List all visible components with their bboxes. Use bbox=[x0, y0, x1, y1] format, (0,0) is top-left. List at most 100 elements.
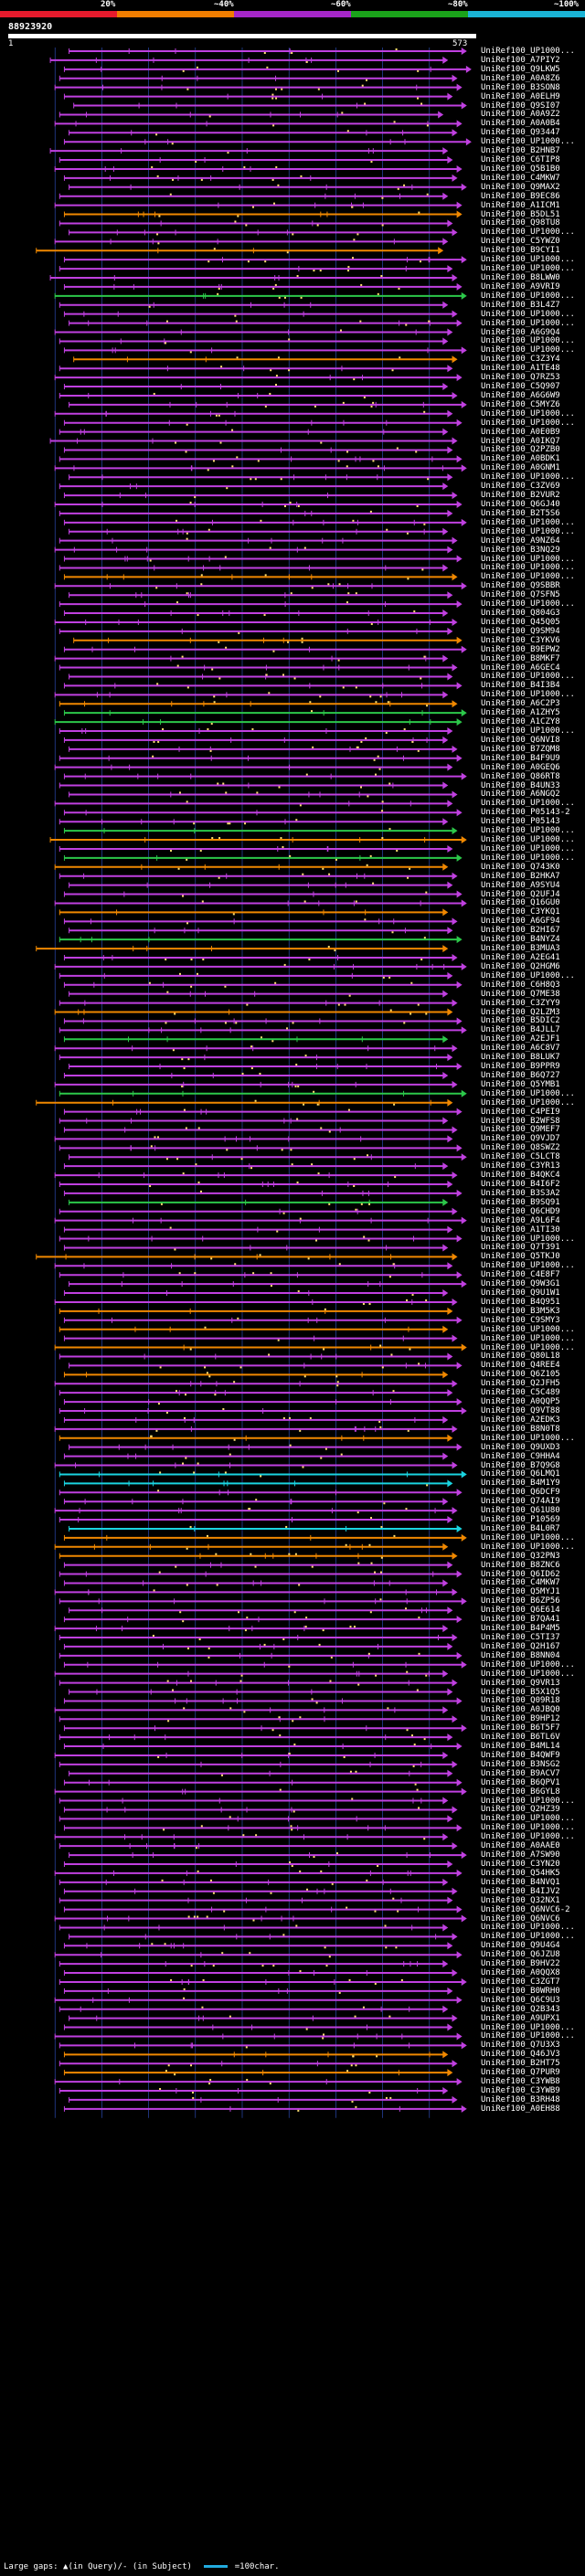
hit-row[interactable] bbox=[63, 1860, 453, 1868]
hit-label[interactable]: UniRef100_A2EG41 bbox=[481, 953, 560, 962]
hit-row[interactable] bbox=[54, 800, 453, 808]
hit-label[interactable]: UniRef100_Q9MAX2 bbox=[481, 182, 560, 192]
hit-row[interactable] bbox=[63, 1942, 453, 1950]
hit-label[interactable]: UniRef100_Q8SWZ2 bbox=[481, 1143, 560, 1153]
hit-row[interactable] bbox=[54, 1343, 467, 1352]
hit-label[interactable]: UniRef100_A0BDK1 bbox=[481, 454, 560, 464]
hit-row[interactable] bbox=[63, 555, 463, 563]
hit-row[interactable] bbox=[63, 1162, 449, 1171]
hit-label[interactable]: UniRef100_C3YR13 bbox=[481, 1161, 560, 1171]
hit-row[interactable] bbox=[54, 2078, 463, 2086]
hit-label[interactable]: UniRef100_Q7ME38 bbox=[481, 989, 560, 999]
hit-row[interactable] bbox=[58, 1307, 453, 1315]
hit-row[interactable] bbox=[49, 56, 449, 64]
hit-row[interactable] bbox=[58, 111, 444, 119]
hit-label[interactable]: UniRef100_Q9SM94 bbox=[481, 626, 560, 636]
hit-label[interactable]: UniRef100_B6QPV1 bbox=[481, 1777, 560, 1787]
hit-label[interactable]: UniRef100_A0A8Z6 bbox=[481, 73, 560, 83]
hit-label[interactable]: UniRef100_A0E0B9 bbox=[481, 427, 560, 437]
hit-label[interactable]: UniRef100_UP1000... bbox=[481, 1433, 575, 1443]
hit-row[interactable] bbox=[69, 473, 453, 482]
hit-row[interactable] bbox=[63, 573, 458, 581]
hit-label[interactable]: UniRef100_A6NGQ2 bbox=[481, 790, 560, 800]
hit-row[interactable] bbox=[54, 1833, 449, 1841]
hit-label[interactable]: UniRef100_UP1000... bbox=[481, 799, 575, 809]
hit-row[interactable] bbox=[63, 1824, 463, 1832]
hit-label[interactable]: UniRef100_A0A9Z2 bbox=[481, 110, 560, 120]
hit-label[interactable]: UniRef100_A6GF94 bbox=[481, 917, 560, 927]
hit-row[interactable] bbox=[54, 654, 449, 663]
hit-row[interactable] bbox=[54, 1044, 458, 1053]
hit-row[interactable] bbox=[58, 872, 458, 880]
hit-label[interactable]: UniRef100_Q9VJD7 bbox=[481, 1134, 560, 1144]
hit-label[interactable]: UniRef100_Q7U3X3 bbox=[481, 2041, 560, 2051]
hit-label[interactable]: UniRef100_UP1000... bbox=[481, 572, 575, 582]
hit-row[interactable] bbox=[63, 1371, 449, 1379]
hit-label[interactable]: UniRef100_UP1000... bbox=[481, 554, 575, 564]
hit-label[interactable]: UniRef100_B4M1Y9 bbox=[481, 1479, 560, 1489]
hit-row[interactable] bbox=[63, 1498, 449, 1506]
hit-label[interactable]: UniRef100_B4P4M5 bbox=[481, 1624, 560, 1634]
hit-row[interactable] bbox=[58, 1117, 449, 1125]
hit-row[interactable] bbox=[63, 917, 458, 926]
hit-row[interactable] bbox=[58, 1389, 453, 1397]
hit-row[interactable] bbox=[63, 2069, 453, 2077]
hit-row[interactable] bbox=[58, 1924, 449, 1932]
hit-row[interactable] bbox=[58, 428, 449, 436]
hit-label[interactable]: UniRef100_Q5TKJ0 bbox=[481, 1252, 560, 1262]
hit-label[interactable]: UniRef100_B3RH48 bbox=[481, 2094, 560, 2104]
hit-row[interactable] bbox=[63, 1189, 463, 1197]
hit-row[interactable] bbox=[63, 1225, 453, 1234]
hit-row[interactable] bbox=[63, 256, 467, 264]
hit-row[interactable] bbox=[36, 1253, 458, 1261]
hit-row[interactable] bbox=[69, 319, 463, 327]
hit-label[interactable]: UniRef100_A1CZY8 bbox=[481, 717, 560, 727]
hit-row[interactable] bbox=[63, 1289, 449, 1298]
hit-row[interactable] bbox=[58, 1715, 458, 1723]
hit-row[interactable] bbox=[54, 238, 449, 246]
hit-row[interactable] bbox=[58, 337, 449, 345]
hit-label[interactable]: UniRef100_Q6NVC6 bbox=[481, 1913, 560, 1924]
hit-label[interactable]: UniRef100_A6GEC4 bbox=[481, 663, 560, 673]
hit-row[interactable] bbox=[63, 518, 467, 526]
hit-row[interactable] bbox=[58, 1733, 453, 1742]
hit-row[interactable] bbox=[73, 101, 467, 110]
hit-label[interactable]: UniRef100_B6T5F7 bbox=[481, 1723, 560, 1733]
hit-label[interactable]: UniRef100_A9UPX1 bbox=[481, 2013, 560, 2023]
hit-label[interactable]: UniRef100_A1TI30 bbox=[481, 1224, 560, 1235]
hit-row[interactable] bbox=[58, 219, 453, 228]
hit-row[interactable] bbox=[58, 192, 449, 200]
hit-row[interactable] bbox=[54, 409, 453, 418]
hit-row[interactable] bbox=[58, 1352, 453, 1361]
hit-label[interactable]: UniRef100_B3NQ29 bbox=[481, 545, 560, 555]
hit-row[interactable] bbox=[63, 1126, 458, 1134]
hit-row[interactable] bbox=[63, 1334, 458, 1342]
hit-row[interactable] bbox=[69, 1153, 467, 1161]
hit-label[interactable]: UniRef100_A9L6F4 bbox=[481, 1215, 560, 1225]
hit-label[interactable]: UniRef100_A6C8V7 bbox=[481, 1044, 560, 1054]
hit-row[interactable] bbox=[58, 754, 463, 762]
hit-row[interactable] bbox=[58, 564, 449, 572]
hit-label[interactable]: UniRef100_Q6JZU8 bbox=[481, 1950, 560, 1960]
hit-label[interactable]: UniRef100_UP1000... bbox=[481, 1333, 575, 1343]
hit-row[interactable] bbox=[63, 1987, 453, 1995]
hit-label[interactable]: UniRef100_B4NVQ1 bbox=[481, 1877, 560, 1887]
hit-row[interactable] bbox=[63, 2104, 467, 2113]
hit-row[interactable] bbox=[54, 2032, 463, 2041]
hit-label[interactable]: UniRef100_A0ELH9 bbox=[481, 91, 560, 101]
hit-row[interactable] bbox=[58, 727, 453, 735]
hit-label[interactable]: UniRef100_C5Q907 bbox=[481, 382, 560, 392]
hit-label[interactable]: UniRef100_UP1000... bbox=[481, 1796, 575, 1806]
hit-row[interactable] bbox=[54, 1996, 463, 2004]
hit-row[interactable] bbox=[54, 501, 463, 508]
hit-label[interactable]: UniRef100_A0GEQ6 bbox=[481, 762, 560, 772]
hit-label[interactable]: UniRef100_B5DL51 bbox=[481, 209, 560, 219]
hit-row[interactable] bbox=[63, 1579, 449, 1587]
hit-label[interactable]: UniRef100_Q9SI07 bbox=[481, 101, 560, 111]
hit-label[interactable]: UniRef100_C4MKW7 bbox=[481, 1578, 560, 1588]
hit-label[interactable]: UniRef100_Q5B1B0 bbox=[481, 164, 560, 174]
hit-label[interactable]: UniRef100_UP1000... bbox=[481, 309, 575, 319]
hit-label[interactable]: UniRef100_UP1000... bbox=[481, 672, 575, 682]
hit-row[interactable] bbox=[54, 546, 453, 554]
hit-row[interactable] bbox=[63, 1905, 463, 1913]
